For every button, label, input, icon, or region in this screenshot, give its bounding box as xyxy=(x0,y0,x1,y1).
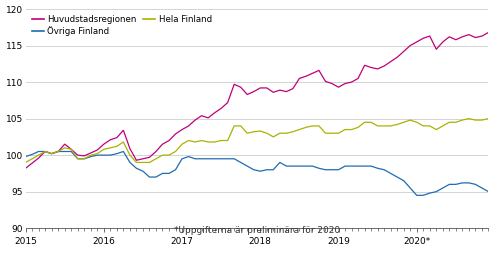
Legend: Huvudstadsregionen, Övriga Finland, Hela Finland: Huvudstadsregionen, Övriga Finland, Hela… xyxy=(30,13,214,38)
Text: *Uppgifterna är preliminära för 2020: *Uppgifterna är preliminära för 2020 xyxy=(174,226,340,235)
